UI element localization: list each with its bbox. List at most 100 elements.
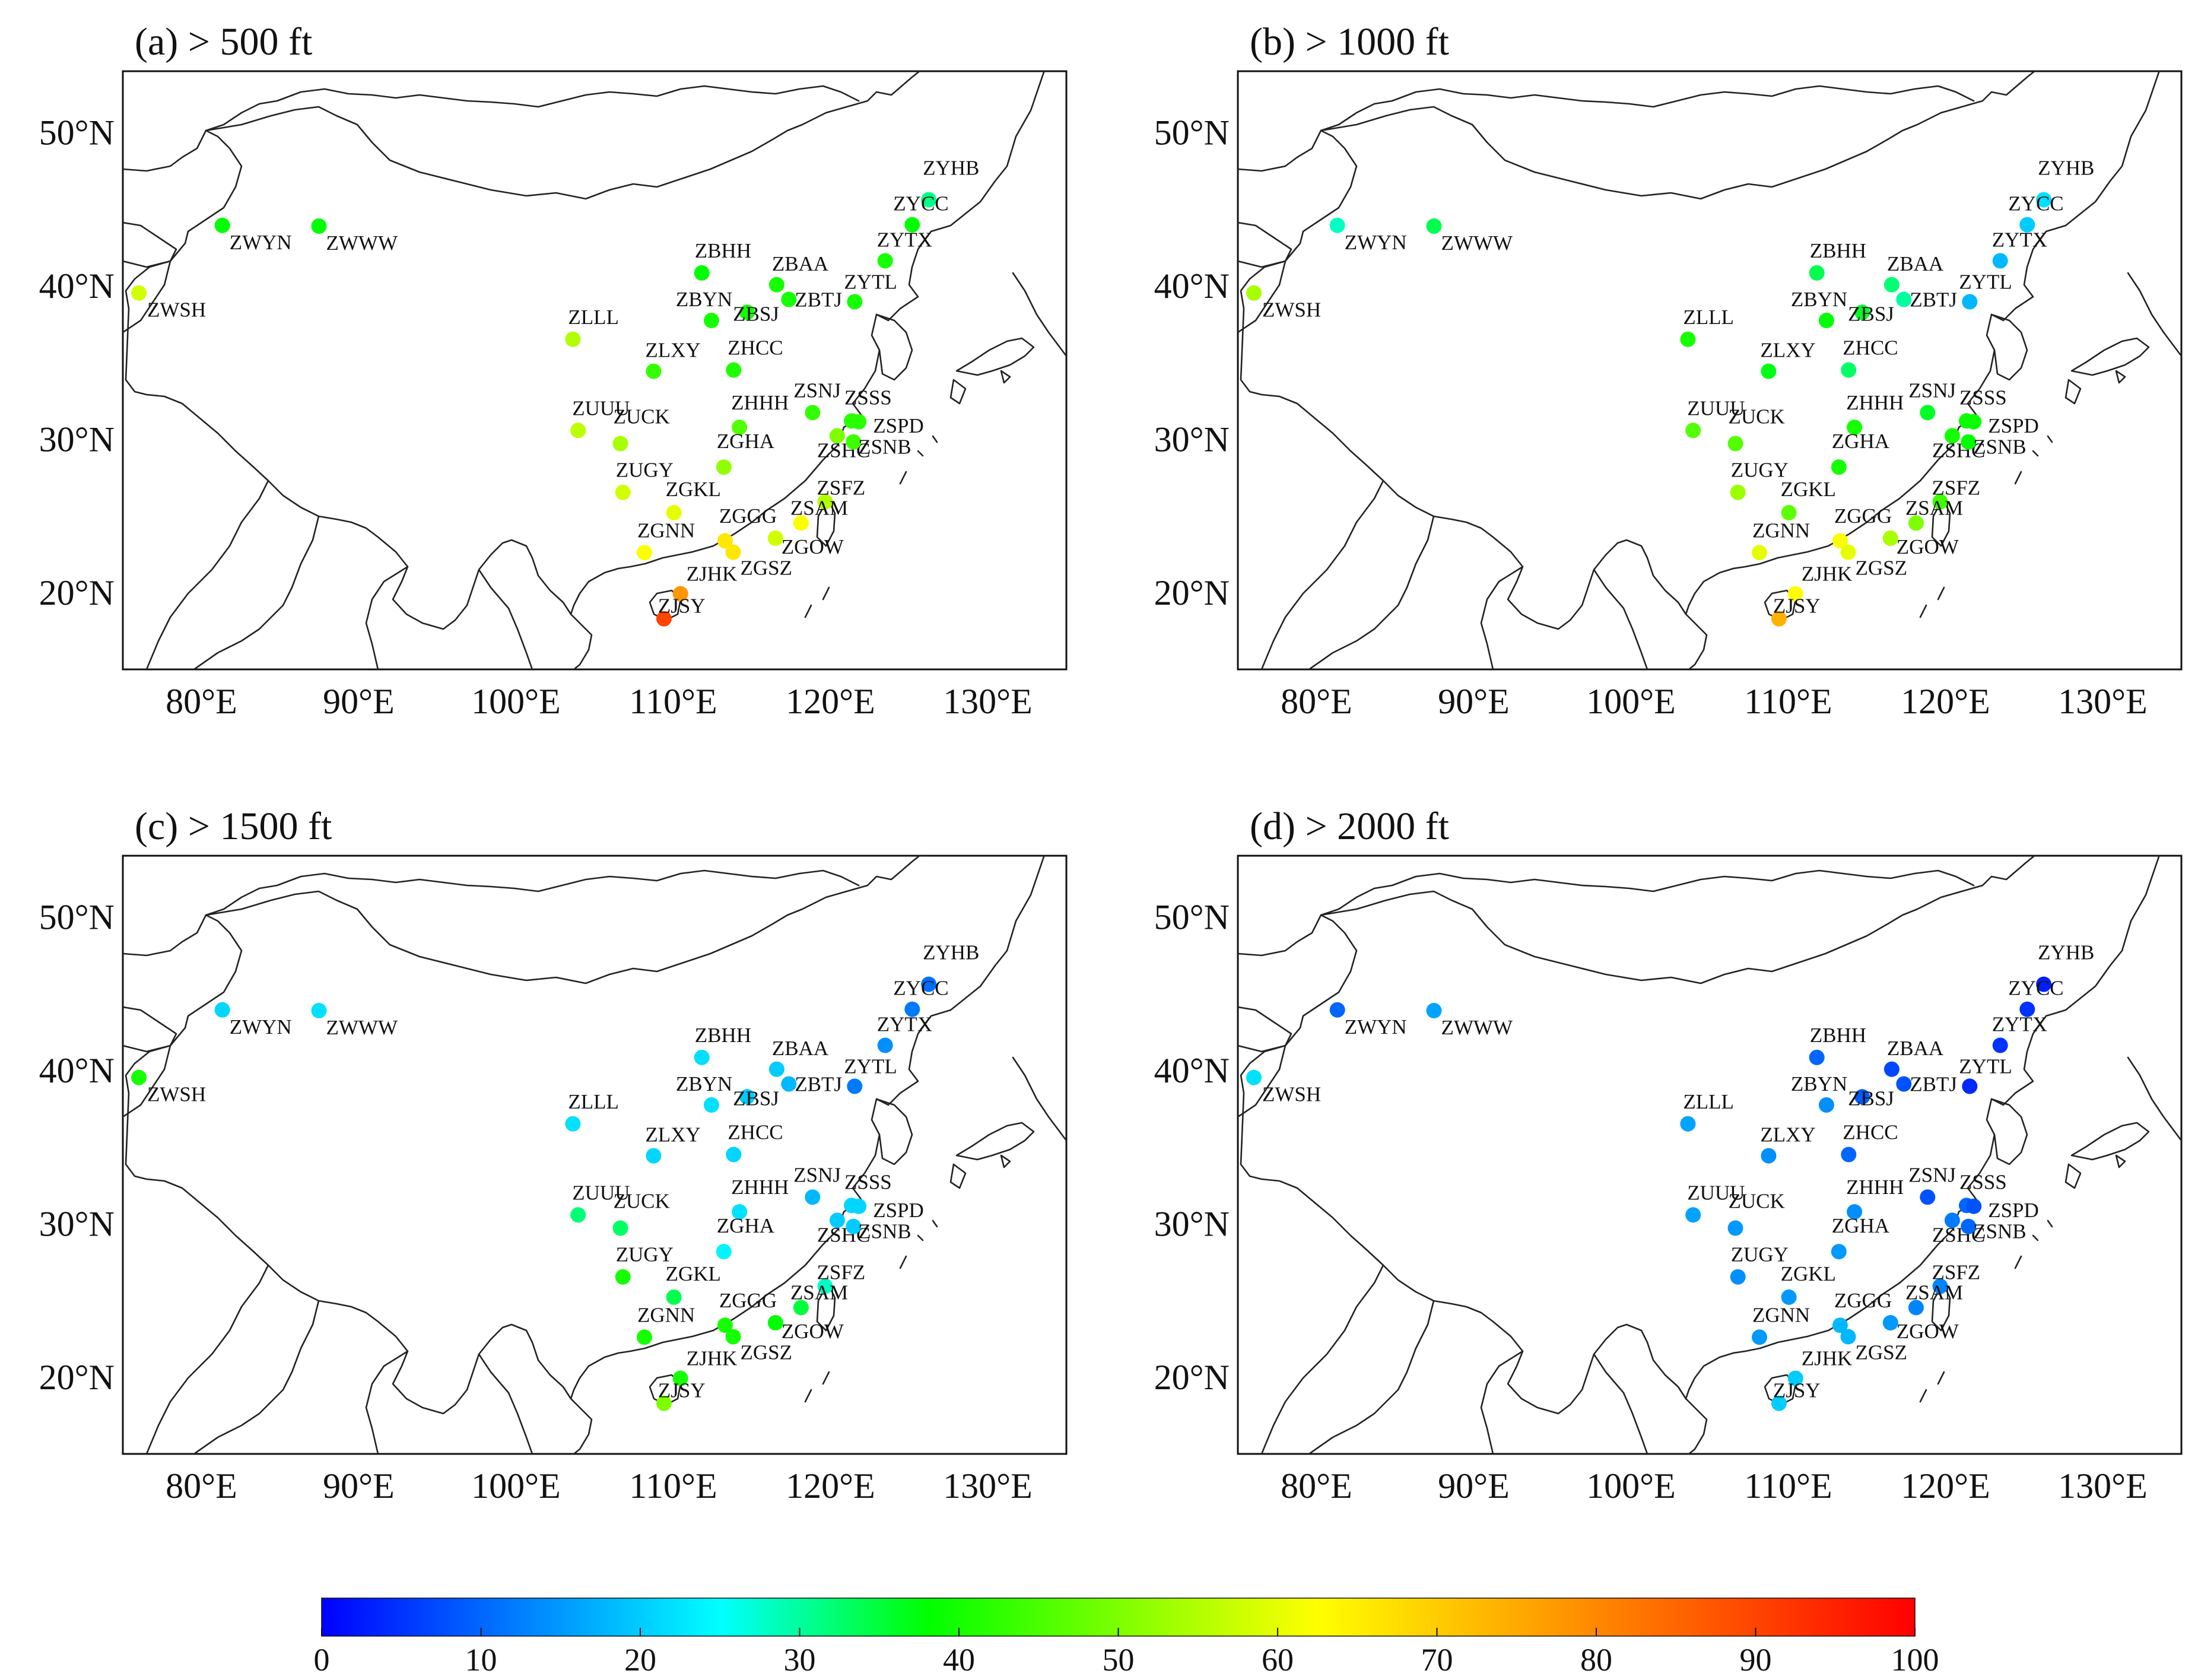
station-label-zgkl: ZGKL xyxy=(1781,478,1836,501)
station-marker-zyhb xyxy=(921,976,937,992)
lon-tick-label: 120°E xyxy=(786,1466,875,1506)
station-label-zbhh: ZBHH xyxy=(695,1024,751,1047)
station-label-zsnb: ZSNB xyxy=(858,436,911,459)
station-label-zbyn: ZBYN xyxy=(676,288,732,311)
station-marker-zjsy xyxy=(1771,1395,1787,1411)
station-label-zlxy: ZLXY xyxy=(645,339,700,362)
station-label-zsnb: ZSNB xyxy=(1973,1220,2026,1243)
station-marker-zhhh xyxy=(732,420,748,436)
station-marker-zbhh xyxy=(694,1049,710,1065)
station-marker-zbhh xyxy=(694,265,710,281)
station-marker-zgkl xyxy=(1781,504,1797,520)
station-marker-zbtj xyxy=(1896,1076,1912,1092)
station-label-zbsj: ZBSJ xyxy=(733,1087,779,1110)
station-marker-zgsz xyxy=(725,1329,741,1345)
station-marker-zhhh xyxy=(1847,420,1863,436)
station-label-zshc: ZSHC xyxy=(1932,439,1985,462)
station-label-zwsh: ZWSH xyxy=(1262,298,1321,322)
station-label-zlll: ZLLL xyxy=(568,1090,619,1113)
station-marker-zhcc xyxy=(1841,1147,1857,1163)
station-label-zsfz: ZSFZ xyxy=(1932,1261,1981,1284)
station-label-zgsz: ZGSZ xyxy=(741,557,793,580)
station-label-zytx: ZYTX xyxy=(877,228,932,252)
station-marker-zgow xyxy=(767,1315,783,1330)
station-label-zsfz: ZSFZ xyxy=(817,1261,866,1284)
lat-tick-label: 20°N xyxy=(1154,573,1230,612)
station-marker-zbyn xyxy=(1818,1097,1834,1113)
station-label-zgha: ZGHA xyxy=(717,1214,775,1237)
station-marker-zgnn xyxy=(637,1329,652,1345)
station-marker-zytx xyxy=(877,253,893,269)
station-marker-zsnb xyxy=(1961,1218,1977,1234)
station-marker-zuuu xyxy=(570,423,586,439)
station-label-zlxy: ZLXY xyxy=(1760,1123,1815,1147)
station-marker-zgsz xyxy=(1840,1329,1856,1345)
station-marker-zwyn xyxy=(214,1002,230,1018)
station-label-zhcc: ZHCC xyxy=(1843,336,1898,360)
station-marker-zuck xyxy=(1727,1220,1743,1236)
station-marker-zsfz xyxy=(1932,494,1948,510)
station-label-zsam: ZSAM xyxy=(1905,496,1963,519)
station-label-zjhk: ZJHK xyxy=(687,1347,738,1370)
station-label-zbtj: ZBTJ xyxy=(795,1073,842,1096)
station-marker-zhcc xyxy=(726,362,742,378)
station-marker-zuck xyxy=(1727,436,1743,452)
station-label-zbtj: ZBTJ xyxy=(795,288,842,312)
lat-tick-label: 30°N xyxy=(1154,420,1230,459)
station-marker-zgkl xyxy=(666,1289,682,1305)
station-label-zycc: ZYCC xyxy=(893,192,948,215)
station-label-zytl: ZYTL xyxy=(1959,271,2012,294)
station-label-zgnn: ZGNN xyxy=(637,1303,695,1326)
station-label-zwww: ZWWW xyxy=(326,1016,398,1039)
station-marker-zycc xyxy=(2019,1001,2035,1017)
lon-tick-label: 120°E xyxy=(1901,682,1990,721)
panel-title: (a) > 500 ft xyxy=(135,20,312,63)
station-marker-zjhk xyxy=(672,1370,688,1386)
station-marker-zjhk xyxy=(1787,586,1803,602)
station-label-zytl: ZYTL xyxy=(1959,1055,2012,1078)
station-marker-zwww xyxy=(1426,218,1442,234)
station-label-zbsj: ZBSJ xyxy=(1848,1087,1894,1110)
station-marker-zugy xyxy=(615,484,631,500)
station-marker-zsam xyxy=(1908,515,1924,531)
station-marker-zspd xyxy=(1966,414,1982,430)
station-label-zwww: ZWWW xyxy=(1441,1016,1513,1039)
station-label-zggg: ZGGG xyxy=(1834,1289,1892,1312)
station-marker-zbsj xyxy=(739,304,755,320)
station-label-zbsj: ZBSJ xyxy=(1848,302,1894,325)
lat-tick-label: 30°N xyxy=(39,1204,115,1243)
station-label-zjsy: ZJSY xyxy=(658,595,706,618)
station-marker-zytl xyxy=(1962,294,1978,310)
station-marker-zyhb xyxy=(2036,976,2052,992)
station-label-zshc: ZSHC xyxy=(817,1223,870,1246)
lon-tick-label: 100°E xyxy=(471,682,561,721)
station-marker-zspd xyxy=(1966,1198,1982,1214)
lon-tick-label: 110°E xyxy=(1744,1466,1832,1506)
station-marker-zwsh xyxy=(131,1069,147,1085)
station-label-zlxy: ZLXY xyxy=(645,1123,700,1147)
station-marker-zjsy xyxy=(656,611,672,627)
station-marker-zgow xyxy=(767,531,783,546)
station-label-zsnj: ZSNJ xyxy=(1908,1163,1956,1186)
station-label-zwyn: ZWYN xyxy=(230,231,292,254)
station-marker-zgow xyxy=(1882,1315,1898,1330)
station-marker-zhcc xyxy=(1841,362,1857,378)
station-label-zuck: ZUCK xyxy=(614,1190,670,1213)
station-marker-zggg xyxy=(717,533,733,549)
station-label-zjsy: ZJSY xyxy=(1773,595,1821,618)
station-label-zjhk: ZJHK xyxy=(1802,563,1853,586)
station-label-zuck: ZUCK xyxy=(614,405,670,428)
station-marker-zwww xyxy=(1426,1003,1442,1018)
station-marker-zsnb xyxy=(846,434,862,450)
station-label-zwsh: ZWSH xyxy=(1262,1083,1321,1106)
lat-tick-label: 40°N xyxy=(39,1051,115,1090)
station-label-zuuu: ZUUU xyxy=(1687,396,1745,420)
station-marker-zgow xyxy=(1882,531,1898,546)
station-label-zgha: ZGHA xyxy=(717,430,775,453)
station-marker-zytx xyxy=(1992,1037,2008,1053)
station-label-zyhb: ZYHB xyxy=(2038,941,2094,964)
lon-tick-label: 110°E xyxy=(1744,682,1832,721)
lon-tick-label: 80°E xyxy=(166,682,237,721)
station-label-zhhh: ZHHH xyxy=(731,391,789,414)
